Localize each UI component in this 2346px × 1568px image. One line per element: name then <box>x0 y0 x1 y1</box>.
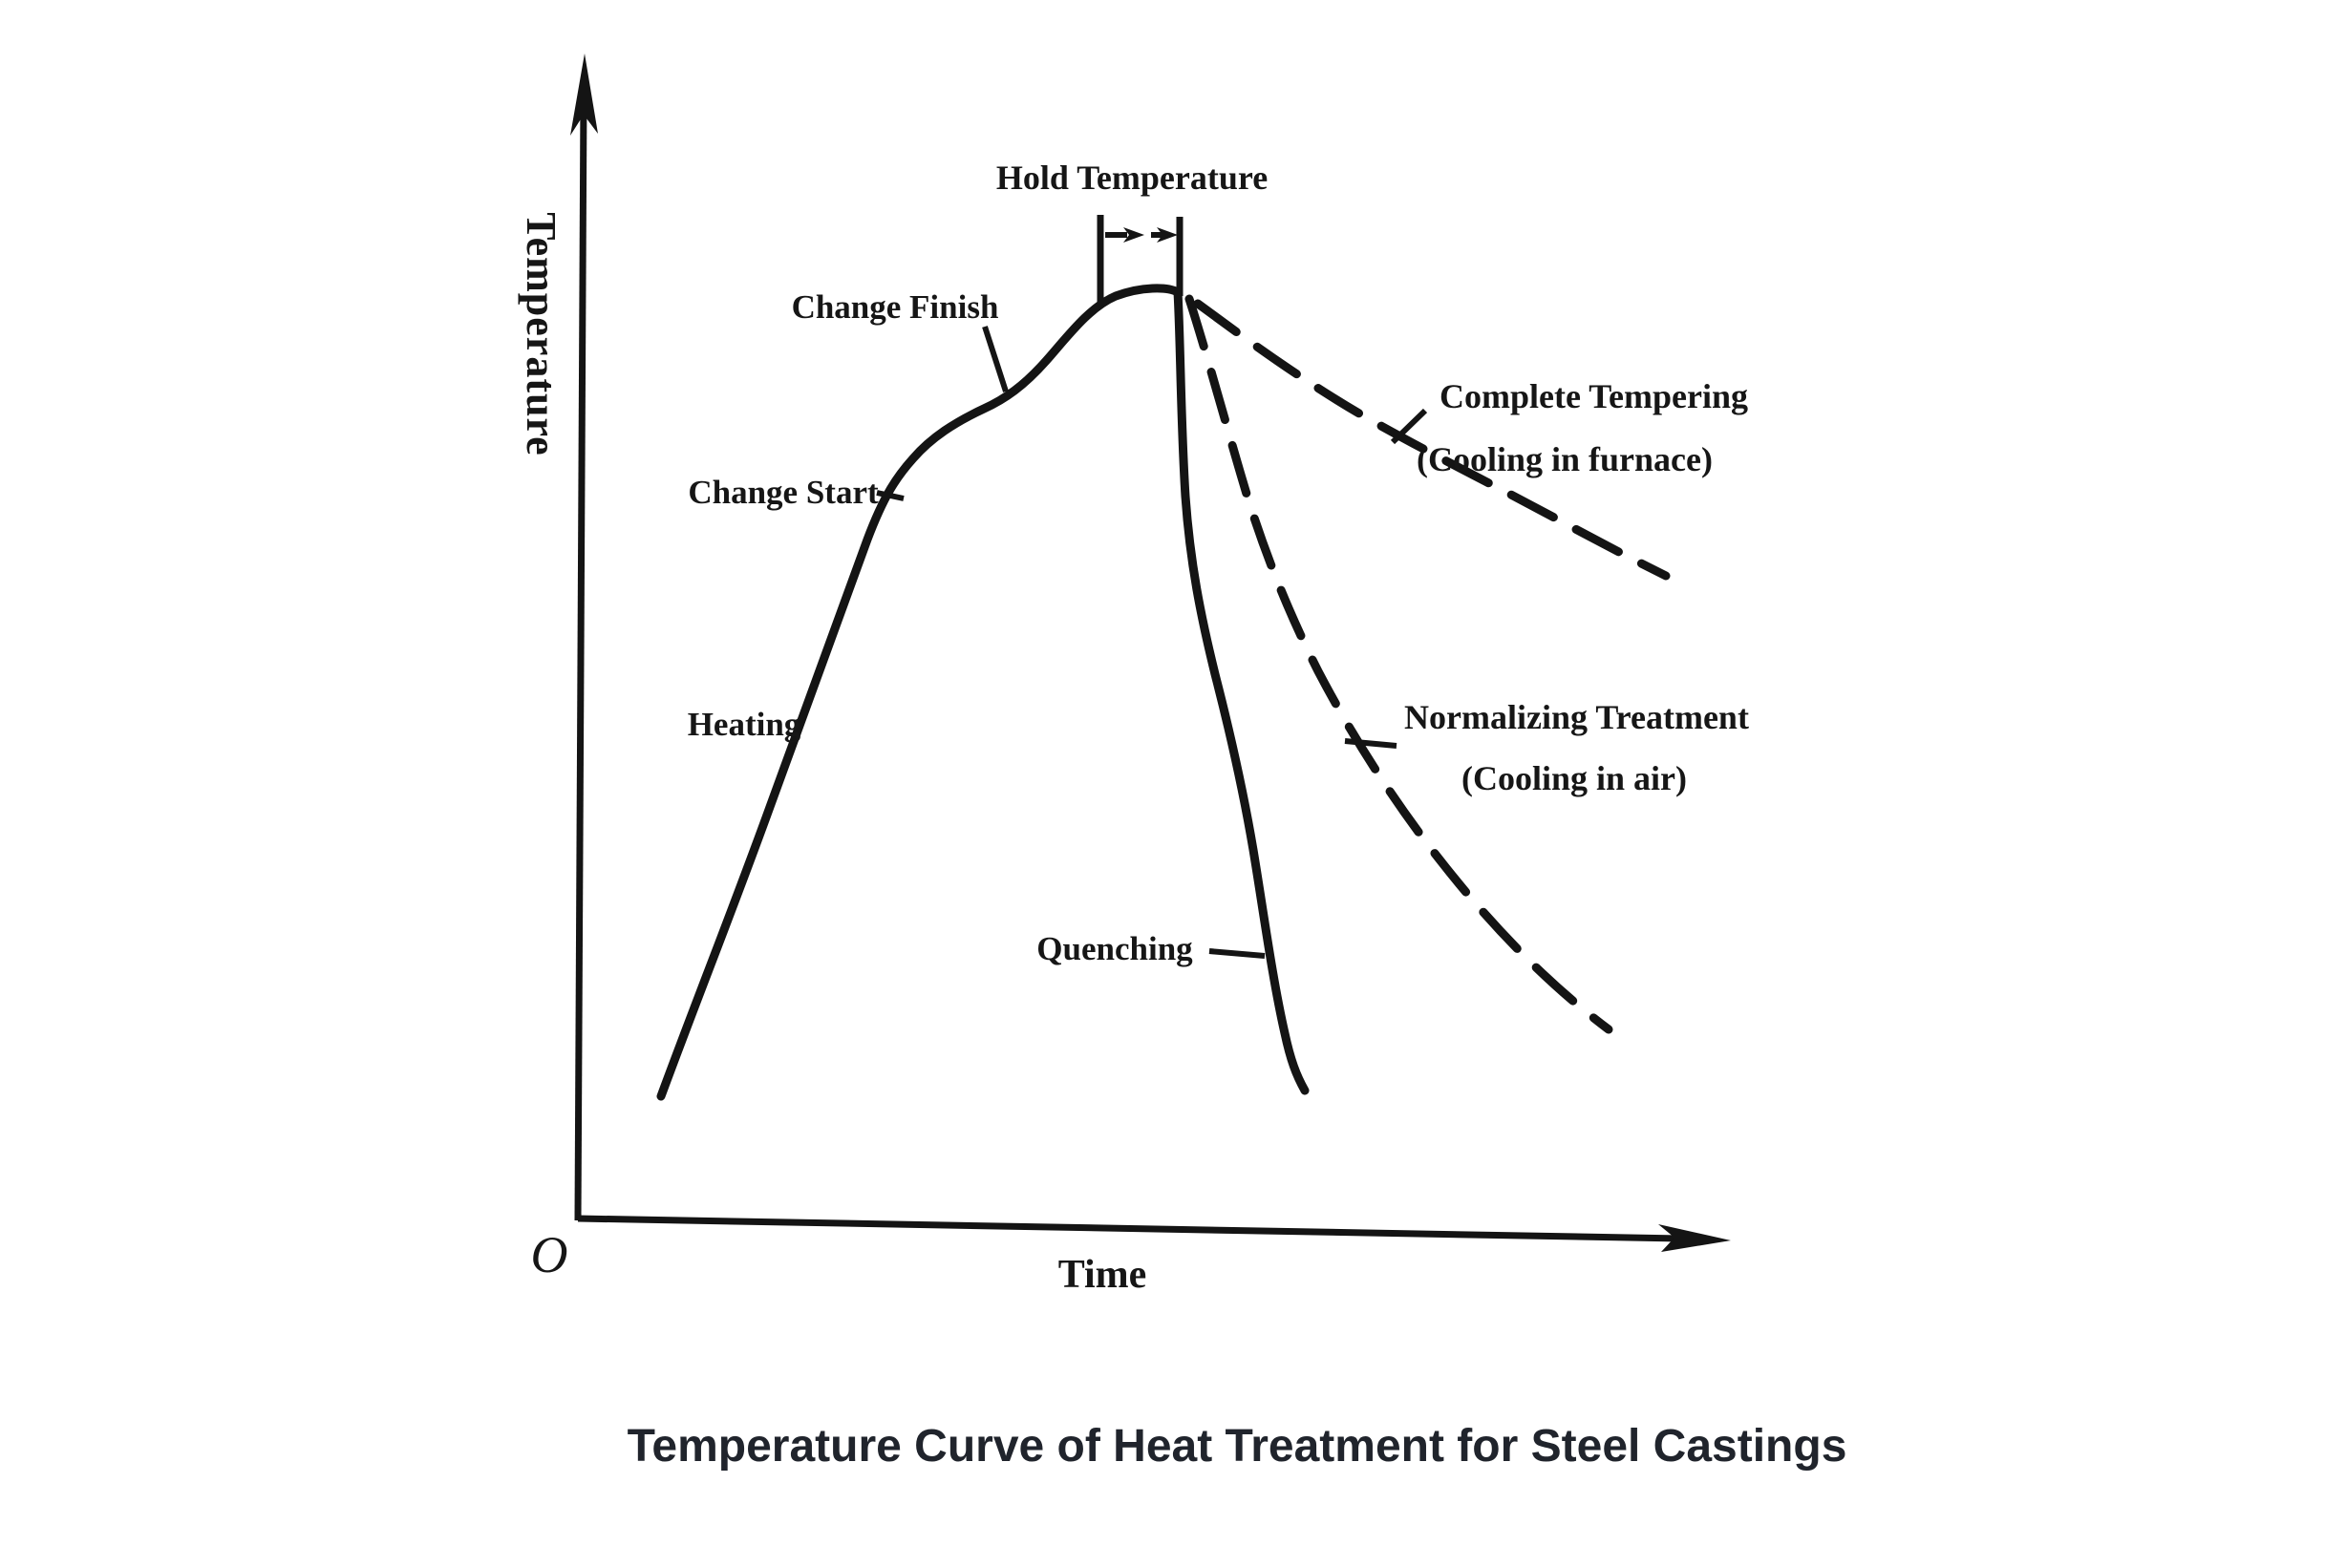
y-axis-arrowhead-icon <box>570 53 598 136</box>
x-axis-line <box>577 1215 1682 1242</box>
heating-label: Heating <box>688 706 801 743</box>
hold-arrow-left-head-icon <box>1123 227 1144 243</box>
complete-tempering-label-line1: Complete Tempering <box>1440 377 1748 415</box>
normalizing-label-line2: (Cooling in air) <box>1461 759 1687 797</box>
figure-title: Temperature Curve of Heat Treatment for … <box>628 1421 1847 1472</box>
quenching-label: Quenching <box>1036 930 1193 967</box>
x-axis-label: Time <box>1058 1253 1147 1297</box>
change-start-leader <box>876 490 905 501</box>
heating-hold-quenching-curve <box>656 284 1310 1101</box>
y-axis-line <box>574 95 587 1221</box>
normalizing-label-line1: Normalizing Treatment <box>1404 698 1749 736</box>
hold-temperature-label: Hold Temperature <box>996 159 1268 197</box>
hold-arrow-right-head-icon <box>1157 227 1178 243</box>
change-finish-leader <box>982 326 1009 392</box>
complete-tempering-curve <box>1193 299 1671 581</box>
normalizing-treatment-curve <box>1184 294 1613 1034</box>
quenching-leader <box>1208 948 1266 959</box>
change-start-label: Change Start <box>688 474 879 511</box>
origin-label: O <box>531 1226 568 1283</box>
normalizing-leader <box>1344 738 1397 749</box>
complete-tempering-leader <box>1390 408 1428 445</box>
x-axis-arrowhead-icon <box>1658 1224 1731 1252</box>
complete-tempering-label-line2: (Cooling in furnace) <box>1417 440 1713 478</box>
y-axis-label: Temperature <box>518 212 565 456</box>
change-finish-label: Change Finish <box>792 288 999 326</box>
